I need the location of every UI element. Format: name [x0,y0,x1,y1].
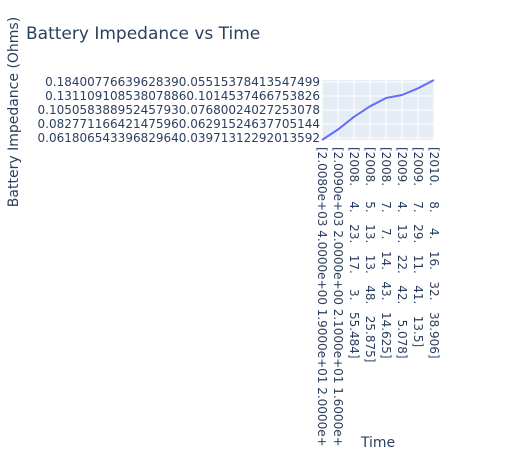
grid-lines [321,80,435,140]
y-tick-label: 0.105058388952457930.07680024027253078 [38,103,320,117]
x-tick-label: [2008. 4. 23. 17. 3. 55.484] [347,147,361,359]
x-axis-title: Time [360,435,395,450]
chart-title: Battery Impedance vs Time [26,24,260,44]
x-tick-label: [2010. 8. 4. 16. 32. 38.906] [427,147,441,359]
x-tick-label: [2008. 7. 7. 14. 43. 14.625] [379,147,393,359]
y-axis-title: Battery Impedance (Ohms) [6,17,22,207]
series-line [321,79,435,141]
y-tick-label: 0.131109108538078860.1014537466753826 [45,89,320,103]
y-tick-label: 0.061806543396829640.03971312292013592 [38,131,320,145]
y-tick-label: 0.18400776639628390.05515378413547499 [45,75,320,89]
series-layer [321,79,435,141]
y-tick-labels: 0.061806543396829640.039713122920135920.… [38,75,320,145]
x-tick-label: [2.0090e+03 2.0000e+00 2.1000e+01 1.6000… [331,147,345,447]
x-tick-label: [2.0080e+03 4.0000e+00 1.9000e+01 2.0000… [315,147,329,447]
x-tick-label: [2009. 7. 29. 11. 41. 13.5] [411,147,425,347]
x-tick-labels: [2.0080e+03 4.0000e+00 1.9000e+01 2.0000… [315,147,441,447]
y-tick-label: 0.082771166421475960.06291524637705144 [38,117,320,131]
x-tick-label: [2009. 4. 13. 22. 42. 5.078] [395,147,409,359]
x-tick-label: [2008. 5. 13. 13. 48. 25.875] [363,147,377,362]
